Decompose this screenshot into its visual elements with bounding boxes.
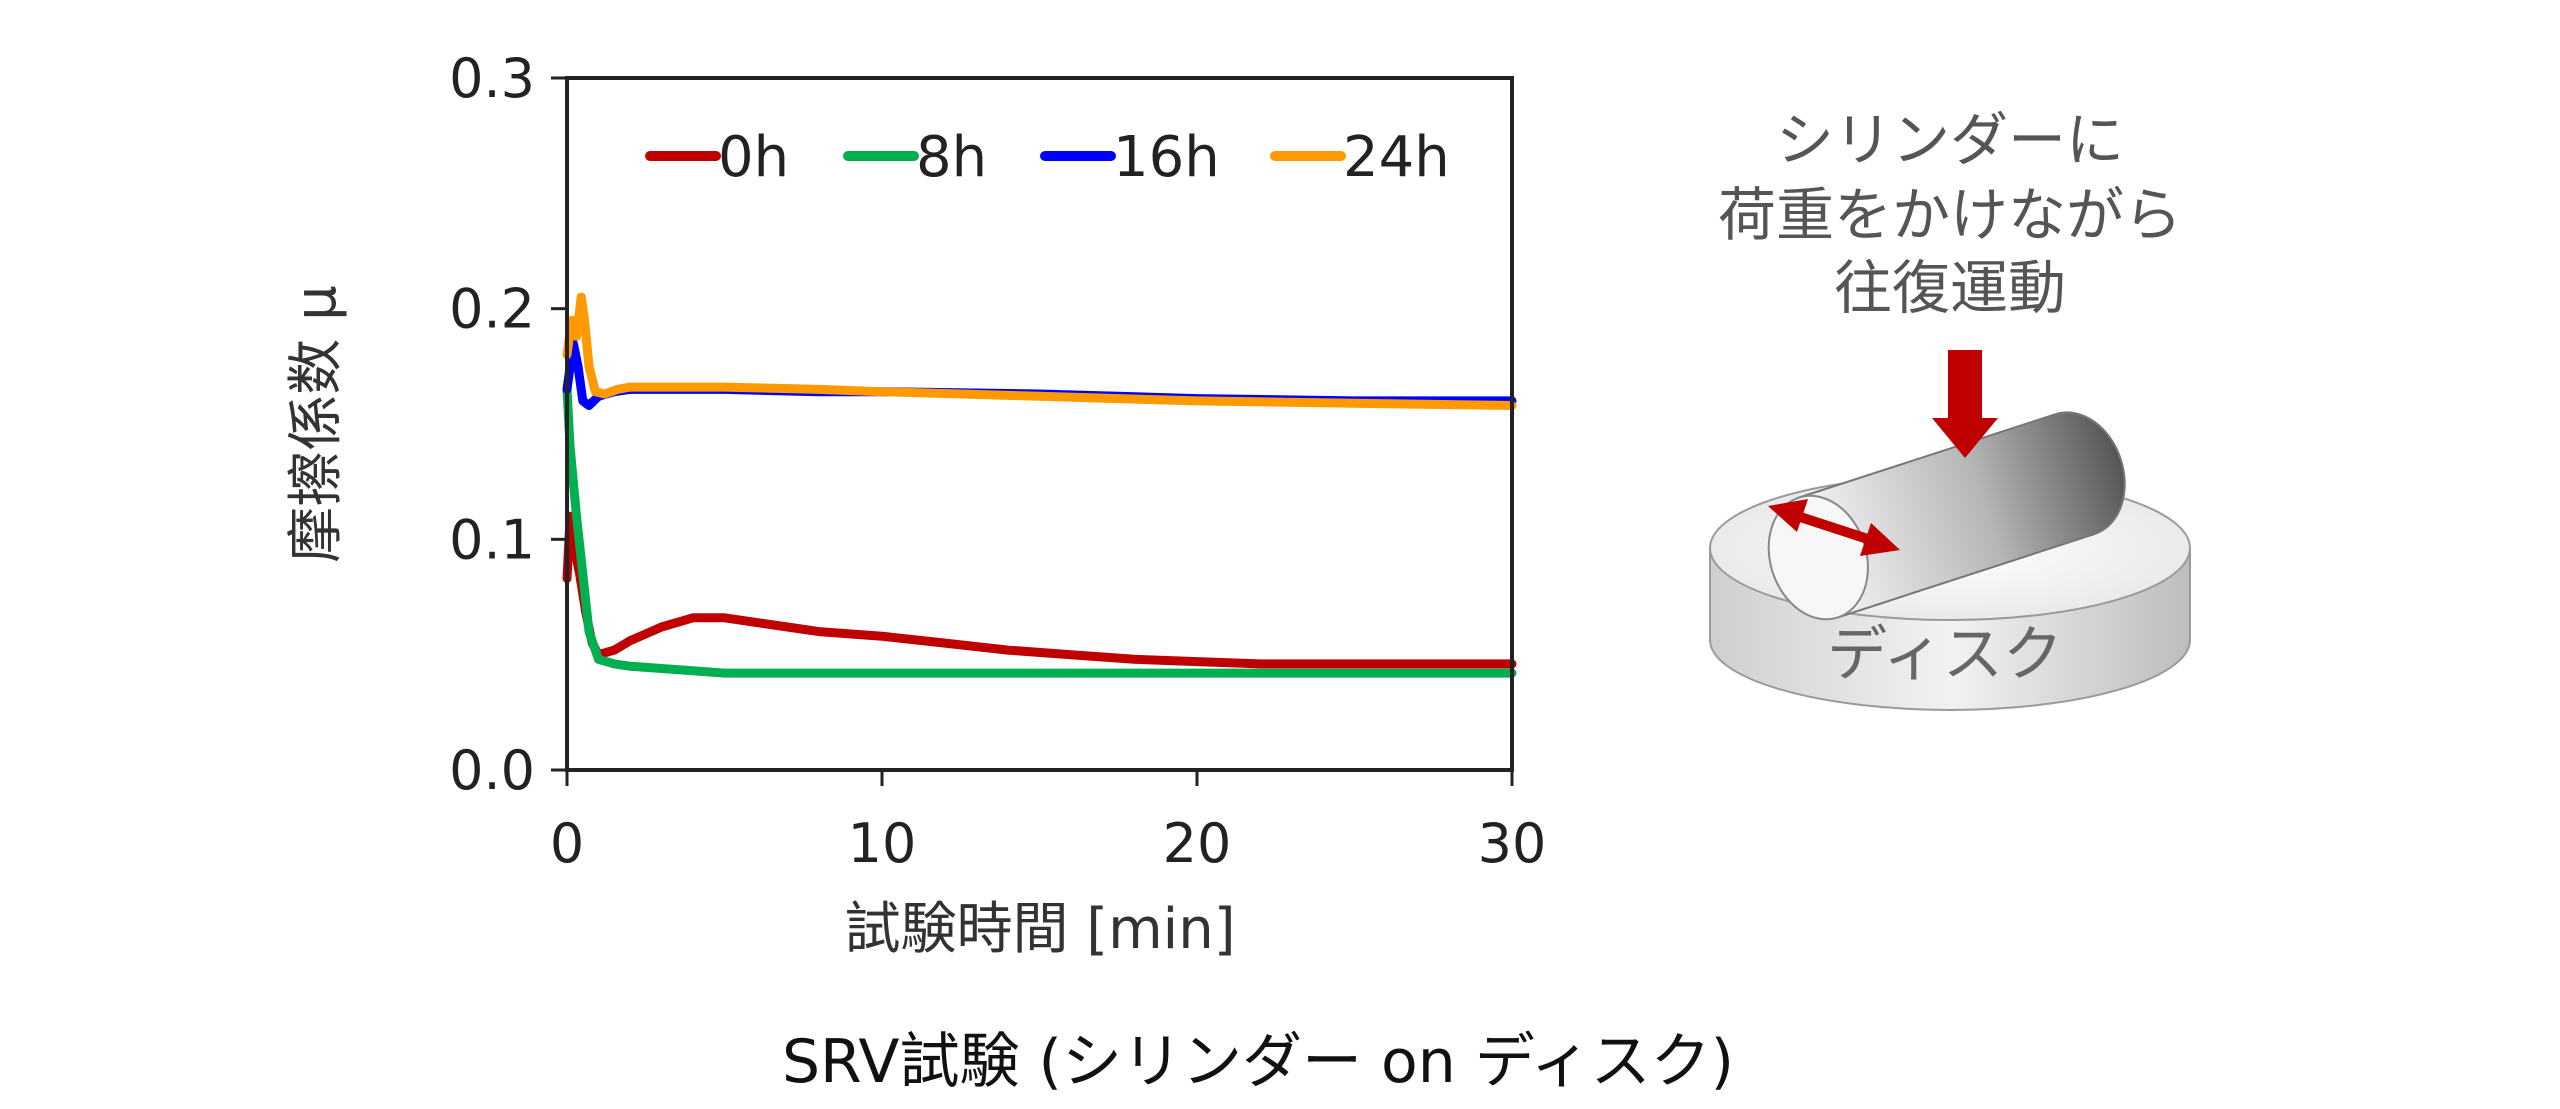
reciprocating-arrow-icon: [1768, 499, 1900, 556]
y-tick-label: 0.2: [449, 278, 535, 341]
disk-label: ディスク: [1827, 620, 2063, 690]
x-tick-label: 10: [848, 812, 917, 875]
y-tick-label: 0.1: [449, 508, 535, 571]
y-tick-label: 0.0: [449, 739, 535, 802]
friction-chart: 0.0 0.1 0.2 0.3 0 10 20 30 0h 8h 16h 24h 試験時間 [mi…: [284, 47, 1546, 962]
plot-area: [562, 76, 1517, 772]
y-axis-label: 摩擦係数 μ: [284, 285, 349, 562]
srv-test-illustration: シリンダーに 荷重をかけながら 往復運動 ディスク: [1709, 106, 2191, 711]
annotation-line-1: シリンダーに: [1776, 106, 2124, 174]
y-tick-label: 0.3: [449, 47, 535, 110]
x-axis: 0 10 20 30: [550, 770, 1547, 875]
plot-frame: [565, 76, 1514, 772]
series-line-8h: [562, 384, 1517, 678]
legend-label-24h: 24h: [1343, 125, 1450, 190]
x-tick-label: 20: [1163, 812, 1232, 875]
x-tick-label: 30: [1478, 812, 1547, 875]
load-arrow-icon: [1932, 350, 1998, 458]
legend-label-16h: 16h: [1113, 125, 1220, 190]
x-tick-label: 0: [550, 812, 584, 875]
y-axis: 0.0 0.1 0.2 0.3: [449, 47, 567, 802]
annotation-line-2: 荷重をかけながら: [1718, 181, 2182, 249]
legend: 0h 8h 16h 24h: [645, 125, 1450, 190]
x-axis-label: 試験時間 [min]: [844, 897, 1235, 962]
legend-label-0h: 0h: [718, 125, 789, 190]
annotation-line-3: 往復運動: [1834, 254, 2066, 322]
series-layer: [562, 292, 1517, 678]
series-line-24h: [562, 292, 1517, 410]
legend-label-8h: 8h: [916, 125, 987, 190]
figure-caption: SRV試験 (シリンダー on ディスク): [782, 1027, 1734, 1097]
